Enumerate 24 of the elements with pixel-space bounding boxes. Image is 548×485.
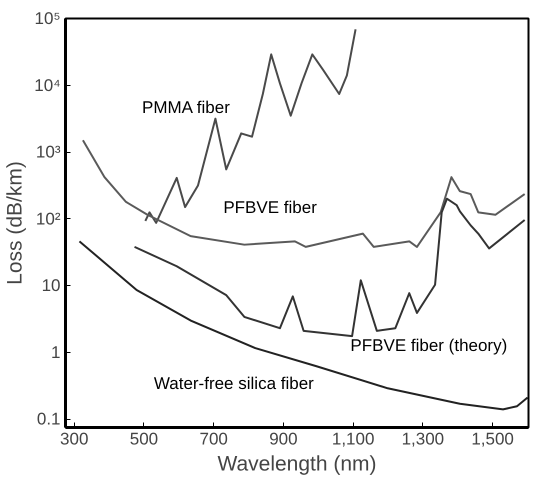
x-axis-title: Wavelength (nm) [217,452,377,476]
line-series [134,198,526,338]
series-label: PFBVE fiber [223,198,318,217]
x-tick-label: 1,300 [402,430,444,448]
y-tick-label: 10⁴ [34,76,61,95]
line-series [78,240,528,410]
x-tick-label: 500 [130,430,158,448]
y-tick-label: 10² [36,209,61,228]
y-tick-label: 1 [51,342,61,362]
series-label: PMMA fiber [142,98,230,117]
series-label: PFBVE fiber (theory) [350,336,508,355]
y-axis-title: Loss (dB/km) [3,161,26,285]
x-tick-label: 1,500 [471,430,514,448]
x-tick-label: 900 [269,430,298,448]
y-tick-label: 10 [42,276,61,296]
series-label: Water-free silica fiber [154,374,314,393]
y-tick-label: 0.1 [36,410,61,429]
x-tick-label: 700 [199,430,228,448]
line-series [144,28,357,224]
x-tick-label: 1,100 [332,430,374,448]
line-series [82,139,526,248]
y-tick-label: 10⁵ [34,9,61,28]
x-tick-label: 300 [60,430,88,448]
y-tick-label: 10³ [36,142,61,162]
